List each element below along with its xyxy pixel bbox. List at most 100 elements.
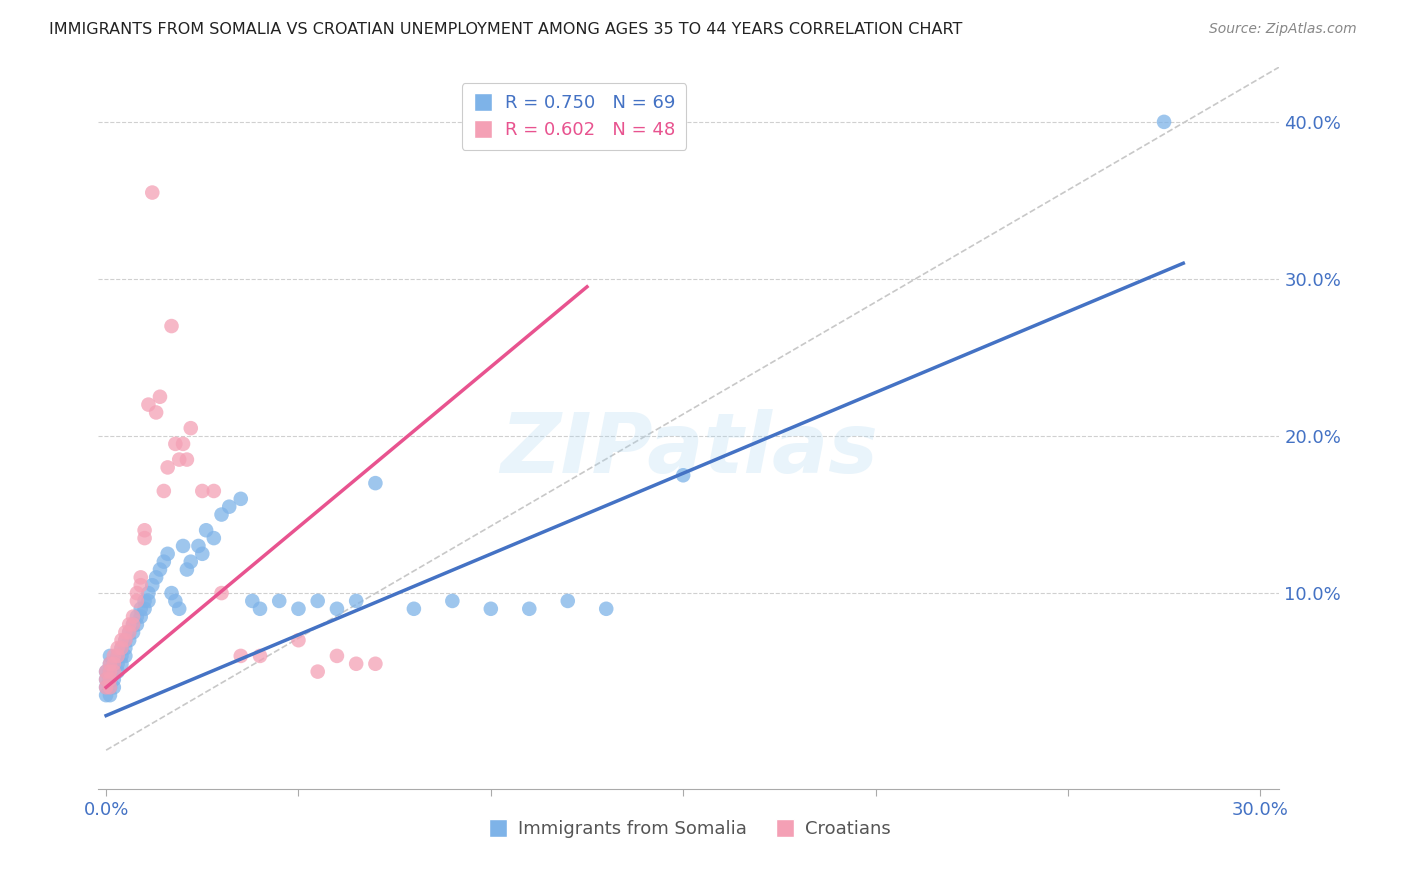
Point <box>134 602 156 616</box>
Point <box>94 681 117 695</box>
Point <box>122 617 145 632</box>
Point <box>160 319 183 334</box>
Point <box>187 539 209 553</box>
Point <box>125 594 148 608</box>
Point <box>107 641 129 656</box>
Point <box>122 617 145 632</box>
Point <box>240 594 263 608</box>
Point <box>138 398 160 412</box>
Text: Source: ZipAtlas.com: Source: ZipAtlas.com <box>1209 22 1357 37</box>
Text: IMMIGRANTS FROM SOMALIA VS CROATIAN UNEMPLOYMENT AMONG AGES 35 TO 44 YEARS CORRE: IMMIGRANTS FROM SOMALIA VS CROATIAN UNEM… <box>49 22 963 37</box>
Point <box>110 657 132 671</box>
Point <box>218 500 240 514</box>
Point <box>98 657 121 671</box>
Point <box>1153 115 1175 129</box>
Point <box>103 665 125 679</box>
Point <box>156 547 179 561</box>
Text: ZIPatlas: ZIPatlas <box>501 409 877 491</box>
Point <box>557 594 579 608</box>
Point <box>287 602 309 616</box>
Point <box>211 586 233 600</box>
Point <box>517 602 540 616</box>
Point <box>145 570 167 584</box>
Point <box>114 641 136 656</box>
Point <box>134 531 156 545</box>
Point <box>326 602 349 616</box>
Point <box>165 437 187 451</box>
Point <box>195 523 218 537</box>
Point <box>167 602 190 616</box>
Point <box>98 688 121 702</box>
Point <box>180 421 202 435</box>
Point <box>134 594 156 608</box>
Point <box>94 688 117 702</box>
Point <box>191 547 214 561</box>
Point <box>129 570 152 584</box>
Point <box>107 657 129 671</box>
Point <box>103 648 125 663</box>
Point <box>153 483 176 498</box>
Point <box>107 665 129 679</box>
Point <box>118 625 141 640</box>
Point <box>156 460 179 475</box>
Point <box>110 648 132 663</box>
Point <box>110 633 132 648</box>
Point <box>172 539 194 553</box>
Point <box>98 673 121 687</box>
Point <box>103 657 125 671</box>
Point <box>307 594 329 608</box>
Point <box>118 625 141 640</box>
Point <box>125 617 148 632</box>
Point <box>153 555 176 569</box>
Point <box>94 681 117 695</box>
Point <box>98 648 121 663</box>
Point <box>138 594 160 608</box>
Point <box>94 673 117 687</box>
Point <box>114 625 136 640</box>
Legend: Immigrants from Somalia, Croatians: Immigrants from Somalia, Croatians <box>481 813 897 846</box>
Point <box>141 186 163 200</box>
Point <box>211 508 233 522</box>
Point <box>364 476 387 491</box>
Point <box>103 665 125 679</box>
Point <box>103 681 125 695</box>
Point <box>176 562 198 576</box>
Point <box>344 594 367 608</box>
Point <box>129 609 152 624</box>
Point <box>125 586 148 600</box>
Point <box>160 586 183 600</box>
Point <box>110 641 132 656</box>
Point <box>114 633 136 648</box>
Point <box>479 602 502 616</box>
Point <box>98 657 121 671</box>
Point <box>307 665 329 679</box>
Point <box>118 633 141 648</box>
Point <box>145 405 167 419</box>
Point <box>129 578 152 592</box>
Point <box>202 483 225 498</box>
Point <box>191 483 214 498</box>
Point <box>149 390 172 404</box>
Point <box>326 648 349 663</box>
Point <box>98 681 121 695</box>
Point <box>134 523 156 537</box>
Point <box>110 641 132 656</box>
Point <box>441 594 464 608</box>
Point <box>94 673 117 687</box>
Point <box>125 609 148 624</box>
Point <box>129 602 152 616</box>
Point <box>402 602 425 616</box>
Point <box>202 531 225 545</box>
Point <box>122 625 145 640</box>
Point <box>249 602 271 616</box>
Point <box>94 665 117 679</box>
Point <box>149 562 172 576</box>
Point <box>229 648 252 663</box>
Point <box>98 665 121 679</box>
Point <box>229 491 252 506</box>
Point <box>122 609 145 624</box>
Point <box>172 437 194 451</box>
Point <box>118 617 141 632</box>
Point <box>103 657 125 671</box>
Point <box>103 673 125 687</box>
